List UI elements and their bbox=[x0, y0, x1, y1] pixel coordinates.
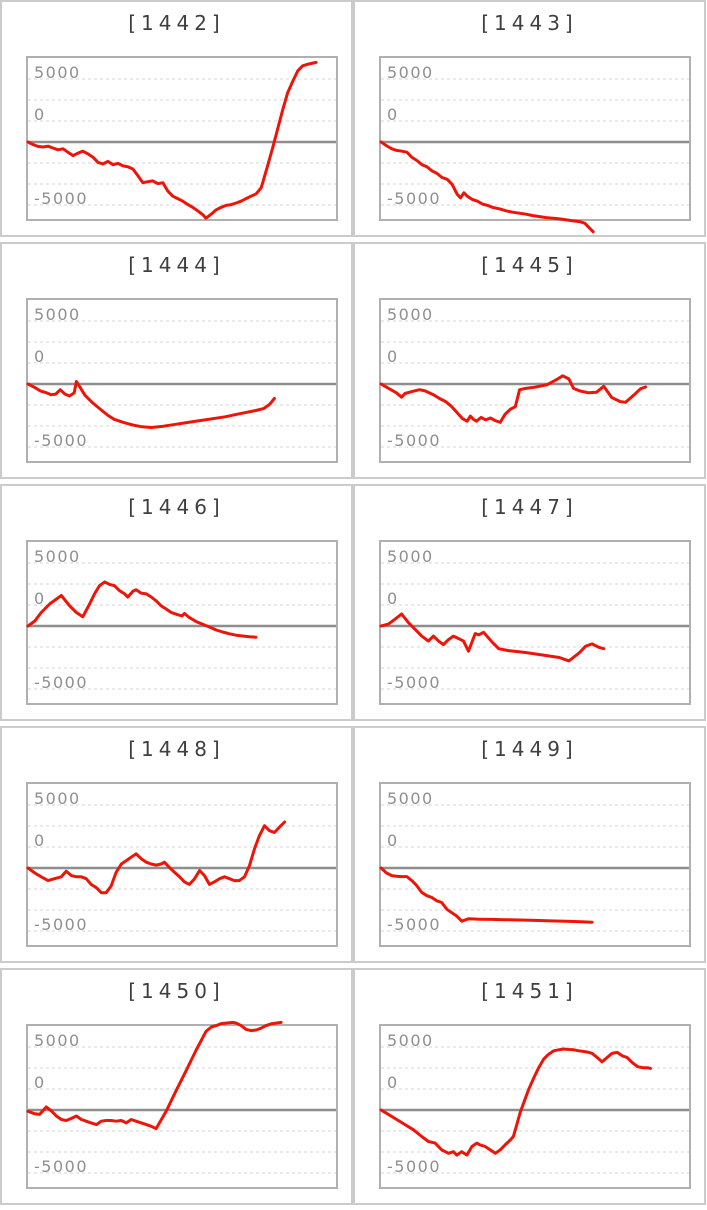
y-axis-label-0: 0 bbox=[34, 589, 46, 608]
chart-title: [1445] bbox=[481, 253, 578, 277]
line-chart-canvas bbox=[379, 320, 689, 448]
plot-area: 5000 0 -5000 bbox=[26, 1020, 338, 1189]
y-axis-label-neg5000: -5000 bbox=[34, 431, 88, 450]
series-line bbox=[26, 380, 276, 429]
y-axis-label-5000: 5000 bbox=[387, 789, 434, 808]
y-axis-label-0: 0 bbox=[34, 105, 46, 124]
y-axis-label-5000: 5000 bbox=[387, 305, 434, 324]
series-line bbox=[379, 374, 648, 424]
y-axis-label-5000: 5000 bbox=[34, 1031, 81, 1050]
y-axis-label-5000: 5000 bbox=[387, 63, 434, 82]
y-axis-label-5000: 5000 bbox=[34, 305, 81, 324]
y-axis-label-0: 0 bbox=[34, 1073, 46, 1092]
chart-panel: [1446] 5000 0 -5000 bbox=[0, 484, 353, 721]
plot-area: 5000 0 -5000 bbox=[26, 540, 338, 705]
chart-panel: [1447] 5000 0 -5000 bbox=[353, 484, 706, 721]
chart-panel: [1449] 5000 0 -5000 bbox=[353, 726, 706, 963]
chart-panel: [1444] 5000 0 -5000 bbox=[0, 242, 353, 479]
y-axis-label-neg5000: -5000 bbox=[34, 673, 88, 692]
y-axis-label-0: 0 bbox=[387, 831, 399, 850]
chart-title: [1448] bbox=[128, 737, 225, 761]
plot-area: 5000 0 -5000 bbox=[379, 56, 691, 234]
y-axis-label-neg5000: -5000 bbox=[387, 431, 441, 450]
line-chart-canvas bbox=[379, 1046, 689, 1174]
y-axis-label-0: 0 bbox=[387, 1073, 399, 1092]
series-line bbox=[379, 612, 606, 663]
chart-title: [1450] bbox=[128, 979, 225, 1003]
line-chart-canvas bbox=[379, 78, 689, 234]
chart-panel: [1445] 5000 0 -5000 bbox=[353, 242, 706, 479]
chart-title: [1446] bbox=[128, 495, 225, 519]
chart-panel: [1451] 5000 0 -5000 bbox=[353, 968, 706, 1205]
chart-panel: [1448] 5000 0 -5000 bbox=[0, 726, 353, 963]
series-line bbox=[26, 580, 258, 639]
chart-title: [1447] bbox=[481, 495, 578, 519]
plot-area: 5000 0 -5000 bbox=[379, 540, 691, 705]
plot-area: 5000 0 -5000 bbox=[26, 56, 338, 221]
series-line bbox=[26, 1020, 283, 1131]
chart-title: [1442] bbox=[128, 11, 225, 35]
series-line bbox=[26, 820, 287, 895]
line-chart-canvas bbox=[26, 562, 336, 690]
y-axis-label-neg5000: -5000 bbox=[34, 1157, 88, 1176]
y-axis-label-neg5000: -5000 bbox=[387, 189, 441, 208]
y-axis-label-5000: 5000 bbox=[34, 63, 81, 82]
y-axis-label-5000: 5000 bbox=[34, 789, 81, 808]
chart-panel: [1450] 5000 0 -5000 bbox=[0, 968, 353, 1205]
chart-title: [1449] bbox=[481, 737, 578, 761]
plot-area: 5000 0 -5000 bbox=[379, 1024, 691, 1189]
y-axis-label-0: 0 bbox=[34, 831, 46, 850]
line-chart-canvas bbox=[26, 60, 336, 220]
chart-panel: [1442] 5000 0 -5000 bbox=[0, 0, 353, 237]
series-line bbox=[379, 866, 594, 924]
line-chart-canvas bbox=[379, 804, 689, 932]
y-axis-label-neg5000: -5000 bbox=[387, 673, 441, 692]
y-axis-label-0: 0 bbox=[387, 347, 399, 366]
plot-area: 5000 0 -5000 bbox=[26, 298, 338, 463]
series-line bbox=[379, 140, 595, 234]
line-chart-canvas bbox=[379, 562, 689, 690]
y-axis-label-neg5000: -5000 bbox=[387, 915, 441, 934]
plot-area: 5000 0 -5000 bbox=[379, 298, 691, 463]
y-axis-label-0: 0 bbox=[387, 589, 399, 608]
chart-title: [1444] bbox=[128, 253, 225, 277]
line-chart-canvas bbox=[26, 1020, 336, 1174]
y-axis-label-5000: 5000 bbox=[387, 1031, 434, 1050]
y-axis-label-neg5000: -5000 bbox=[387, 1157, 441, 1176]
y-axis-label-neg5000: -5000 bbox=[34, 189, 88, 208]
series-line bbox=[379, 1047, 652, 1157]
chart-title: [1451] bbox=[481, 979, 578, 1003]
series-line bbox=[26, 60, 318, 220]
chart-title: [1443] bbox=[481, 11, 578, 35]
y-axis-label-0: 0 bbox=[34, 347, 46, 366]
y-axis-label-5000: 5000 bbox=[387, 547, 434, 566]
line-chart-canvas bbox=[26, 804, 336, 932]
chart-panel: [1443] 5000 0 -5000 bbox=[353, 0, 706, 237]
y-axis-label-0: 0 bbox=[387, 105, 399, 124]
line-chart-canvas bbox=[26, 320, 336, 448]
plot-area: 5000 0 -5000 bbox=[26, 782, 338, 947]
plot-area: 5000 0 -5000 bbox=[379, 782, 691, 947]
y-axis-label-5000: 5000 bbox=[34, 547, 81, 566]
y-axis-label-neg5000: -5000 bbox=[34, 915, 88, 934]
